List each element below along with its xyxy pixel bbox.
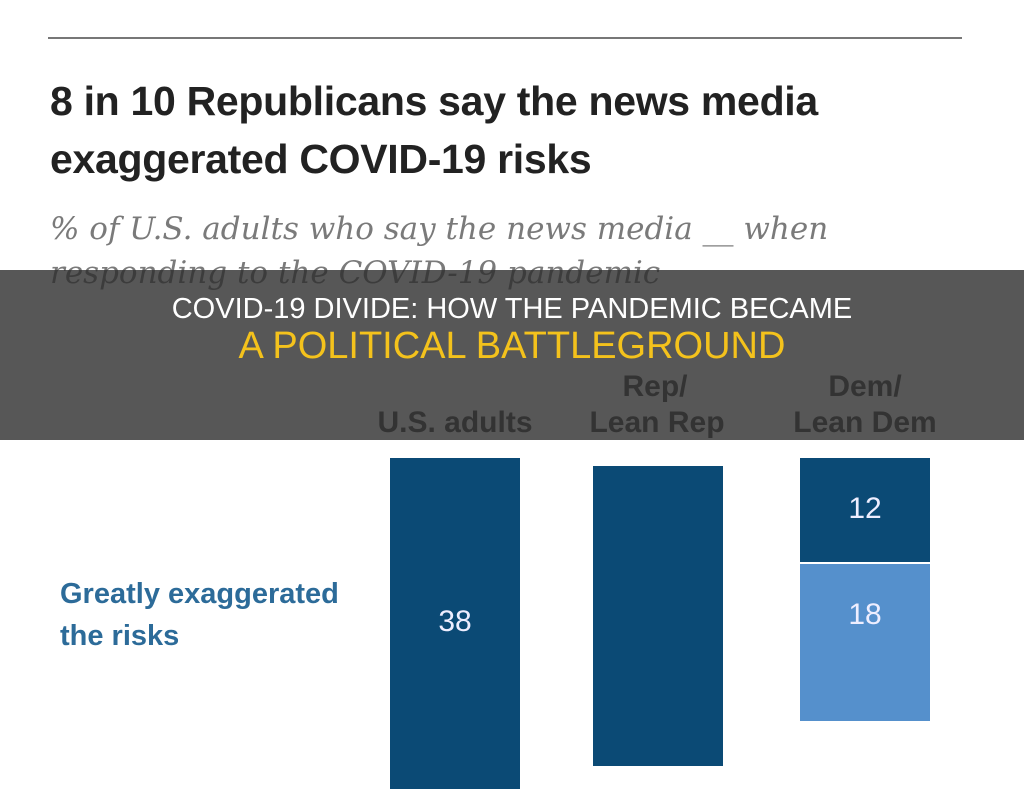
column-header-lean-rep: Lean Rep xyxy=(589,406,725,439)
headline-line2: A POLITICAL BATTLEGROUND xyxy=(238,325,786,367)
column-header-us-adults: U.S. adults xyxy=(377,406,533,439)
headline-line1: COVID-19 DIVIDE: HOW THE PANDEMIC BECAME xyxy=(171,293,853,325)
headline-overlay xyxy=(0,270,1024,440)
column-header-dem-line1: Dem/ xyxy=(828,370,902,403)
chart-title-line1: 8 in 10 Republicans say the news media xyxy=(50,78,818,124)
chart-subtitle-line1: % of U.S. adults who say the news media … xyxy=(50,211,829,247)
bar-segment xyxy=(800,564,930,721)
bar-segment xyxy=(593,466,723,766)
row-label-line1: Greatly exaggerated xyxy=(60,578,339,610)
column-header-lean-dem: Lean Dem xyxy=(793,406,937,439)
column-header-rep-line1: Rep/ xyxy=(622,370,688,403)
bar-segment xyxy=(800,458,930,563)
top-rule xyxy=(48,37,962,39)
row-label-line2: the risks xyxy=(60,620,180,652)
bar-value-label: 18 xyxy=(848,598,882,632)
chart-title-line2: exaggerated COVID-19 risks xyxy=(50,136,592,182)
bar-value-label: 12 xyxy=(848,492,882,525)
bar-value-label: 38 xyxy=(438,605,472,638)
